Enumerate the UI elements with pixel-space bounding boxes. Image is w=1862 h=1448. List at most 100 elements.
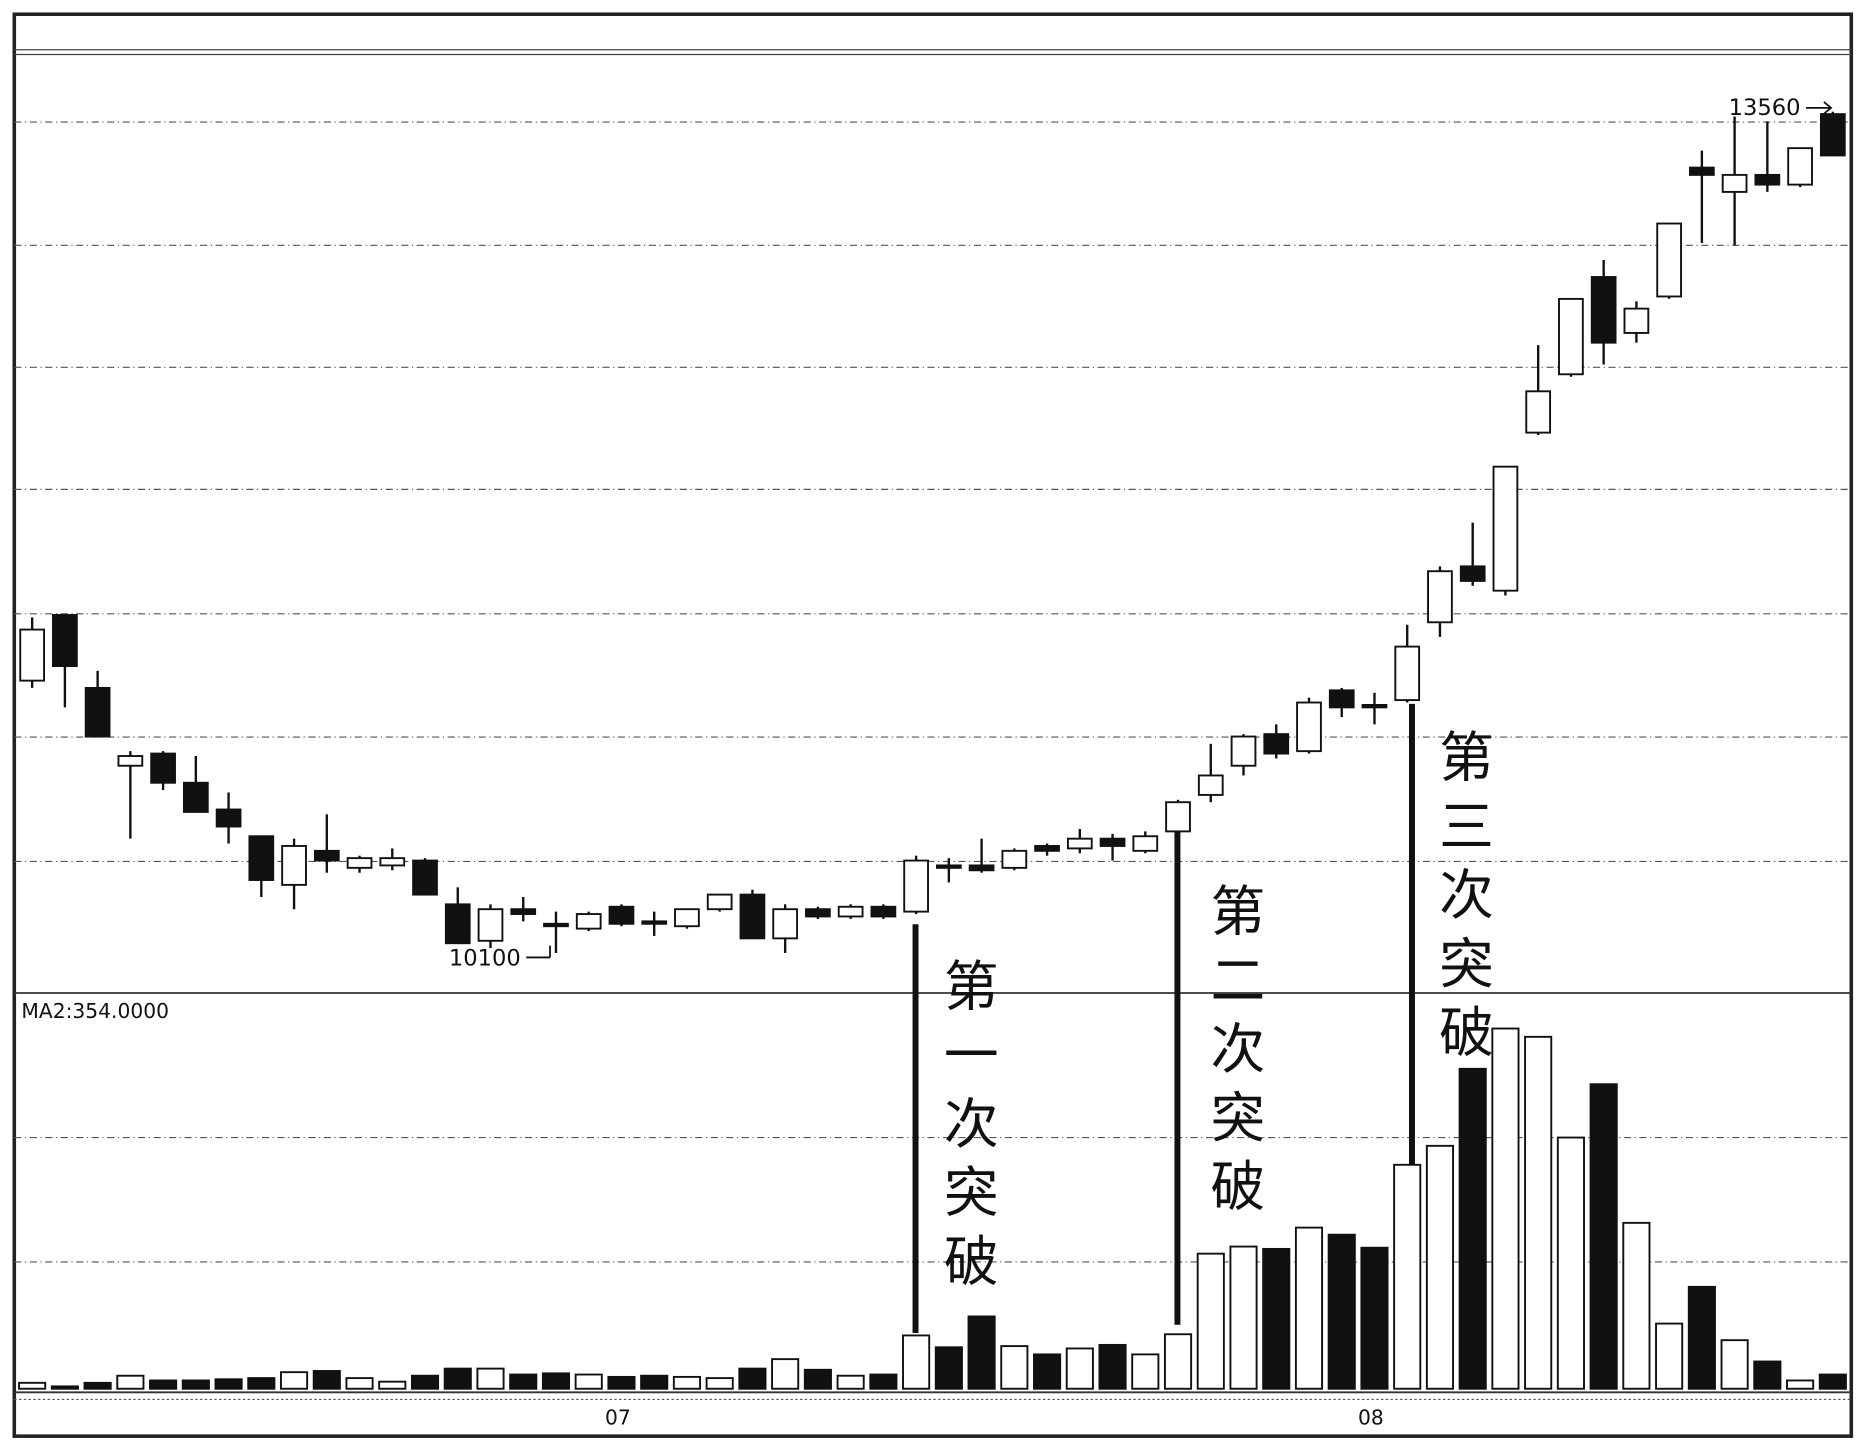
volume-bar xyxy=(1360,1246,1389,1390)
candle-body xyxy=(19,628,46,682)
annotation: 第三次突破 xyxy=(1430,729,1494,1073)
volume-bar xyxy=(1229,1245,1258,1390)
candle-body xyxy=(968,864,995,872)
volume-bar xyxy=(541,1372,571,1390)
candle-body xyxy=(1296,701,1322,753)
high-label: 13560 xyxy=(1729,95,1801,121)
volume-bar xyxy=(1556,1136,1585,1390)
volume-bar xyxy=(1687,1285,1716,1390)
candle-body xyxy=(1394,645,1421,702)
volume-bar xyxy=(149,1379,178,1390)
candle-body xyxy=(1590,276,1617,344)
candle-body xyxy=(1459,565,1486,582)
volume-bar xyxy=(181,1379,210,1390)
volume-label: MA2:354.0000 xyxy=(21,999,169,1023)
volume-bar xyxy=(934,1346,963,1390)
volume-bar xyxy=(967,1315,996,1390)
volume-bar xyxy=(1655,1322,1684,1390)
volume-bar xyxy=(18,1381,47,1390)
volume-bar xyxy=(1098,1343,1127,1390)
candle-body xyxy=(412,859,438,896)
volume-bar xyxy=(1033,1353,1062,1390)
candle-body xyxy=(150,752,176,784)
volume-bar xyxy=(214,1378,243,1390)
frame xyxy=(12,12,1854,1438)
volume-bar xyxy=(836,1374,865,1390)
candle-body xyxy=(1787,147,1813,186)
candle-body xyxy=(1427,570,1453,624)
candle-body xyxy=(1328,689,1355,709)
volume-bar xyxy=(1000,1345,1029,1390)
volume-bar xyxy=(705,1377,734,1390)
volume-bar xyxy=(1262,1247,1291,1390)
candle-body xyxy=(674,908,700,928)
volume-bar xyxy=(443,1367,472,1390)
volume-bar xyxy=(1131,1353,1160,1390)
candle-body xyxy=(379,857,406,867)
low-label: 10100 xyxy=(449,946,521,972)
volume-bar xyxy=(1491,1027,1520,1390)
candle-body xyxy=(1001,849,1028,869)
candle-body xyxy=(641,920,668,925)
candle-body xyxy=(772,908,799,940)
candle-body xyxy=(1754,173,1781,186)
candle-body xyxy=(1066,837,1093,850)
candle-body xyxy=(1132,835,1159,852)
candle-body xyxy=(1689,166,1715,176)
candle-body xyxy=(1230,735,1257,767)
candle-body xyxy=(936,864,962,869)
volume-bar xyxy=(1720,1339,1749,1390)
price-grid xyxy=(14,121,1852,1263)
annotation: 第二次突破 xyxy=(1201,883,1265,1227)
candle-body xyxy=(1361,704,1388,709)
candle-body xyxy=(543,922,569,928)
candle-body xyxy=(117,755,144,767)
candle-body xyxy=(575,913,602,930)
low-arrow xyxy=(526,945,551,959)
candle-body xyxy=(313,849,340,862)
volume-bar xyxy=(1786,1379,1815,1390)
volume-bar xyxy=(1065,1347,1094,1390)
volume-bar xyxy=(50,1385,79,1390)
volume-bar xyxy=(738,1367,767,1390)
volume-bar xyxy=(1327,1233,1356,1390)
candle-body xyxy=(1525,390,1552,434)
volume-bar xyxy=(1524,1035,1553,1390)
volume-bar xyxy=(574,1373,603,1390)
volume-bar xyxy=(1425,1144,1455,1390)
volume-bar xyxy=(1622,1221,1651,1390)
volume-bar xyxy=(1753,1360,1782,1390)
candle-body xyxy=(1492,465,1519,592)
volume-bar xyxy=(345,1377,374,1390)
candle-body xyxy=(739,893,766,940)
volume-bar xyxy=(607,1375,636,1390)
volume-bar xyxy=(247,1377,276,1390)
volume-bar xyxy=(869,1373,898,1390)
candle-body xyxy=(706,893,733,911)
candle-body xyxy=(608,905,635,925)
candle-body xyxy=(84,686,111,738)
candle-body xyxy=(1263,733,1290,755)
volume-bar xyxy=(83,1381,112,1390)
volume-bar xyxy=(476,1367,505,1390)
volume-bar xyxy=(509,1373,538,1390)
candle-body xyxy=(281,845,307,886)
volume-bar xyxy=(1458,1067,1487,1390)
x-tick-label: 08 xyxy=(1358,1405,1384,1429)
volume-bar xyxy=(1818,1373,1847,1390)
volume-bar xyxy=(410,1374,440,1390)
volume-bar xyxy=(1589,1083,1618,1390)
candle-body xyxy=(1197,774,1224,796)
candle-body xyxy=(477,908,504,942)
volume-bar xyxy=(280,1371,309,1390)
volume-bar xyxy=(803,1368,832,1390)
candle-body xyxy=(1099,837,1126,847)
candle-body xyxy=(248,835,275,881)
candle-body xyxy=(903,859,929,913)
candle-body xyxy=(837,905,864,918)
candle-body xyxy=(1165,801,1191,833)
high-arrow xyxy=(1806,101,1833,115)
candle-body xyxy=(346,857,373,869)
volume-bar xyxy=(1196,1252,1225,1390)
